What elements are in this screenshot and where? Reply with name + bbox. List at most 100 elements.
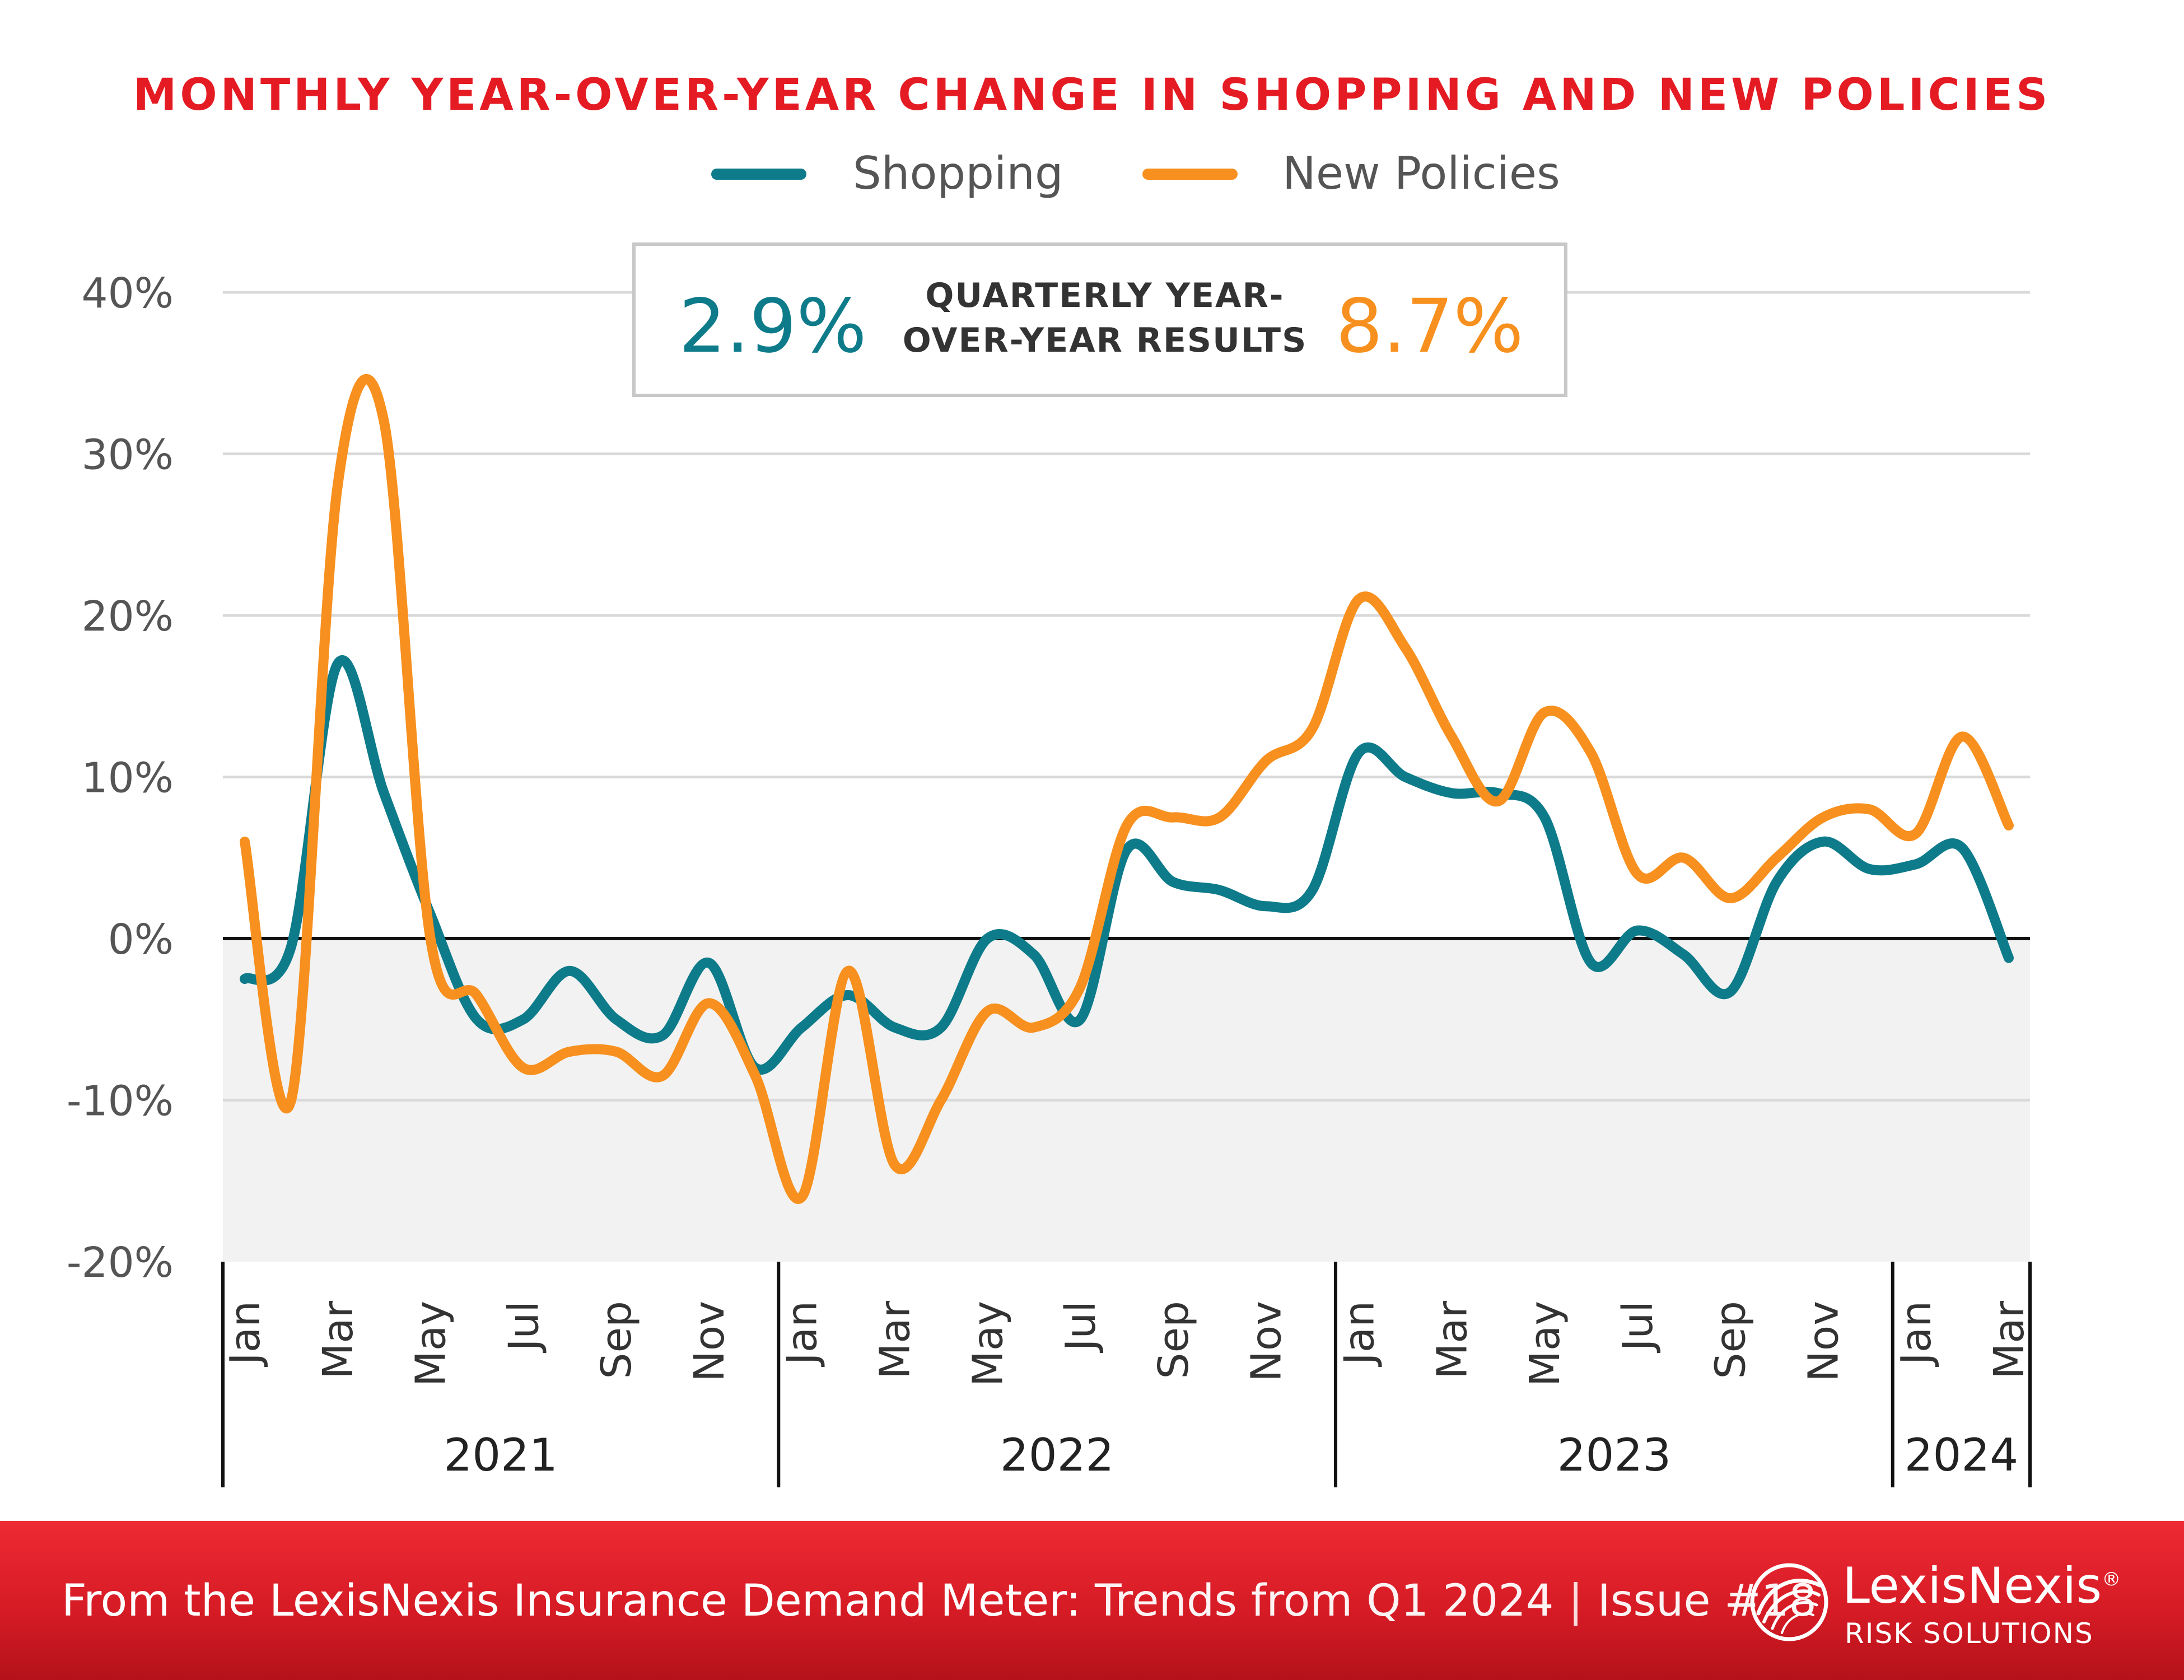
logo-wordmark: LexisNexis® [1842,1557,2121,1614]
y-tick-label: 20% [82,592,174,641]
x-tick-label: Jan [1892,1301,1940,1367]
kpi-caption-line2: OVER-YEAR RESULTS [903,321,1308,360]
data-point-new-policies [1450,735,1453,738]
y-tick-label: 30% [82,431,174,479]
gridlines [223,291,2030,1102]
data-point-shopping [522,1018,524,1020]
data-point-shopping [1776,881,1778,883]
year-label: 2024 [1905,1429,2019,1481]
globe-swirl-icon [1750,1563,1828,1641]
data-point-shopping [894,1026,896,1029]
data-point-shopping [2008,957,2010,959]
data-point-new-policies [1776,857,1778,859]
year-label: 2023 [1557,1429,1672,1481]
data-point-new-policies [1683,857,1685,859]
data-point-new-policies [1543,711,1546,713]
data-point-new-policies [1497,800,1499,802]
kpi-box-frame [632,242,1567,397]
data-point-shopping [940,1026,942,1029]
data-point-shopping [1450,792,1453,794]
data-point-new-policies [2008,824,2010,827]
kpi-caption-line1: QUARTERLY YEAR- [925,276,1284,315]
data-point-new-policies [1961,735,1963,738]
data-point-shopping [1868,868,1870,870]
data-point-new-policies [337,485,339,487]
footer-source-label: From the LexisNexis Insurance Demand Met… [62,1576,1081,1626]
data-point-new-policies [290,1099,292,1102]
x-tick-label: Jul [500,1301,548,1353]
y-tick-label: -20% [67,1239,174,1287]
data-point-shopping [1543,816,1546,819]
data-point-new-policies [986,1010,988,1012]
data-point-new-policies [1729,897,1732,899]
data-point-shopping [1961,847,1963,849]
y-tick-label: 10% [82,754,174,802]
data-point-new-policies [1590,752,1592,754]
data-point-shopping [1683,954,1685,956]
data-point-shopping [708,962,710,964]
series-lines [240,374,2014,1204]
data-point-shopping [1172,881,1174,883]
x-tick-label: Mar [314,1300,362,1379]
year-label: 2022 [1000,1429,1114,1481]
data-point-shopping [1265,905,1267,907]
y-axis-tick-labels: -20% -10% 0% 10% 20% 30% 40% [67,269,174,1287]
data-point-shopping [1404,776,1406,778]
footer-separator: | [1568,1576,1583,1626]
data-point-shopping [475,1018,478,1020]
data-point-new-policies [661,1075,664,1077]
data-point-shopping [383,792,385,794]
data-point-new-policies [708,1002,710,1004]
data-point-new-policies [847,970,850,972]
x-tick-label: Mar [1985,1300,2033,1379]
year-label: 2021 [444,1429,558,1481]
data-point-new-policies [568,1051,571,1053]
x-axis: Jan Mar May Jul Sep Nov Jan Mar May Jul Sep Nov Jan M… [221,1262,2033,1487]
data-point-new-policies [894,1164,896,1166]
data-point-shopping [337,663,339,665]
data-point-shopping [290,945,292,948]
data-point-new-policies [1868,808,1870,810]
data-point-shopping [661,1034,664,1037]
data-point-new-policies [615,1051,617,1053]
footer-text: From the LexisNexis Insurance Demand Met… [62,1576,1817,1626]
x-tick-label: May [1521,1301,1569,1387]
lexisnexis-logo[interactable]: LexisNexis® RISK SOLUTIONS [1747,1555,2128,1650]
x-tick-label: Sep [592,1301,641,1379]
data-point-shopping [1822,841,1824,843]
x-tick-label: Sep [1707,1301,1755,1379]
x-tick-label: May [407,1301,455,1387]
series-line-new-policies [240,374,2014,1204]
data-point-new-policies [475,994,478,996]
x-tick-label: Mar [1428,1300,1476,1379]
data-point-shopping [1219,889,1221,891]
data-point-new-policies [1404,647,1406,649]
data-point-new-policies [1915,832,1917,834]
x-tick-label: Jan [778,1301,827,1367]
series-line-shopping [240,655,2014,1075]
legend-shopping-label: Shopping [853,147,1063,199]
data-point-shopping [1033,954,1035,956]
x-tick-label: Nov [1243,1301,1291,1382]
data-point-new-policies [1079,986,1081,988]
data-point-shopping [615,1018,617,1020]
x-tick-label: May [964,1301,1012,1387]
x-tick-label: Jul [1057,1301,1105,1353]
data-point-new-policies [1172,816,1174,819]
data-point-shopping [801,1026,803,1029]
data-point-new-policies [1033,1026,1035,1029]
data-point-shopping [1497,792,1499,794]
data-point-shopping [1312,889,1314,891]
data-point-new-policies [244,841,246,843]
data-point-shopping [1915,863,1917,865]
x-tick-label: Mar [871,1300,920,1379]
chart-title: MONTHLY YEAR-OVER-YEAR CHANGE IN SHOPPIN… [133,70,2051,120]
data-point-new-policies [430,937,432,940]
data-point-new-policies [1822,816,1824,819]
data-point-new-policies [801,1196,803,1198]
kpi-shopping-value: 2.9% [679,283,866,370]
data-point-shopping [986,937,988,940]
x-tick-label: Sep [1150,1301,1198,1379]
data-point-new-policies [1126,824,1128,827]
